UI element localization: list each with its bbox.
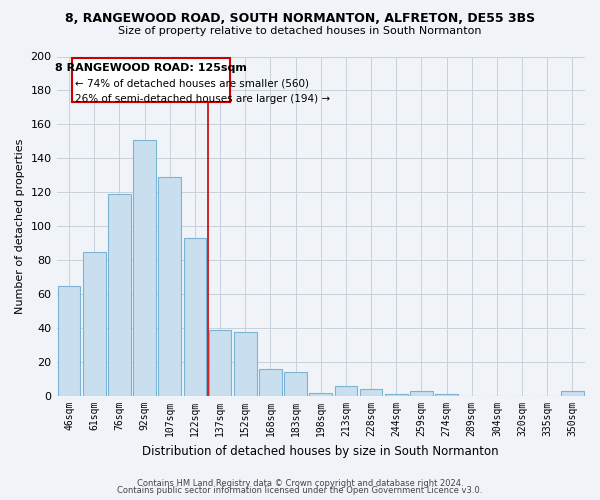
- FancyBboxPatch shape: [71, 58, 230, 102]
- Bar: [385, 394, 407, 396]
- Bar: [259, 369, 282, 396]
- Text: Size of property relative to detached houses in South Normanton: Size of property relative to detached ho…: [118, 26, 482, 36]
- Bar: [435, 394, 458, 396]
- Y-axis label: Number of detached properties: Number of detached properties: [15, 138, 25, 314]
- Bar: [360, 390, 382, 396]
- Text: ← 74% of detached houses are smaller (560): ← 74% of detached houses are smaller (56…: [76, 78, 310, 88]
- Bar: [58, 286, 80, 396]
- Bar: [410, 391, 433, 396]
- Bar: [108, 194, 131, 396]
- Bar: [284, 372, 307, 396]
- Text: 8, RANGEWOOD ROAD, SOUTH NORMANTON, ALFRETON, DE55 3BS: 8, RANGEWOOD ROAD, SOUTH NORMANTON, ALFR…: [65, 12, 535, 26]
- Bar: [83, 252, 106, 396]
- Bar: [310, 392, 332, 396]
- Bar: [133, 140, 156, 396]
- Text: Contains public sector information licensed under the Open Government Licence v3: Contains public sector information licen…: [118, 486, 482, 495]
- Bar: [561, 391, 584, 396]
- X-axis label: Distribution of detached houses by size in South Normanton: Distribution of detached houses by size …: [142, 444, 499, 458]
- Bar: [158, 177, 181, 396]
- Bar: [234, 332, 257, 396]
- Text: Contains HM Land Registry data © Crown copyright and database right 2024.: Contains HM Land Registry data © Crown c…: [137, 478, 463, 488]
- Bar: [335, 386, 357, 396]
- Text: 26% of semi-detached houses are larger (194) →: 26% of semi-detached houses are larger (…: [76, 94, 331, 104]
- Bar: [209, 330, 232, 396]
- Bar: [184, 238, 206, 396]
- Text: 8 RANGEWOOD ROAD: 125sqm: 8 RANGEWOOD ROAD: 125sqm: [55, 64, 247, 74]
